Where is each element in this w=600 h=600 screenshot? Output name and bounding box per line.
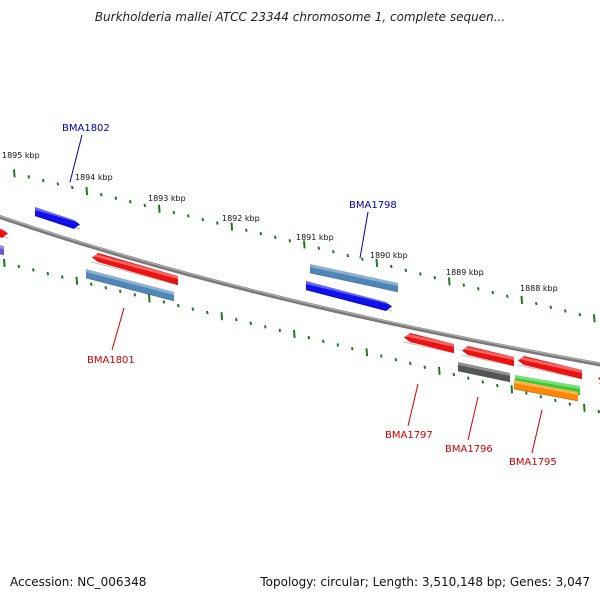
gene-arrow[interactable] <box>91 253 179 286</box>
gene-arrow[interactable] <box>34 207 81 230</box>
gene-label-bma1797[interactable]: BMA1797 <box>385 430 433 441</box>
gene-label-bma1798[interactable]: BMA1798 <box>349 200 397 211</box>
gene-arrow[interactable] <box>0 224 9 239</box>
gene-leader-line <box>467 396 479 441</box>
gene-leader-line <box>111 307 125 351</box>
chromosome-backbone <box>0 214 600 367</box>
tick-label: 1895 kbp <box>2 151 40 160</box>
gene-arrow[interactable] <box>0 243 5 256</box>
gene-label-bma1795[interactable]: BMA1795 <box>509 457 557 468</box>
gene-arrow[interactable] <box>309 264 399 293</box>
gene-leader-line <box>407 383 419 427</box>
gene-arrow[interactable] <box>305 281 393 312</box>
tick-label: 1892 kbp <box>222 214 260 223</box>
map-title: Burkholderia mallei ATCC 23344 chromosom… <box>94 10 506 24</box>
gene-label-bma1796[interactable]: BMA1796 <box>445 444 493 455</box>
gene-leader-line <box>531 409 543 454</box>
gene-arrow[interactable] <box>85 269 175 302</box>
inner-tick-row <box>3 258 600 414</box>
gene-arrow[interactable] <box>513 380 579 402</box>
tick-label: 1890 kbp <box>370 251 408 260</box>
summary-text: Topology: circular; Length: 3,510,148 bp… <box>260 575 590 589</box>
accession-text: Accession: NC_006348 <box>10 575 147 589</box>
gene-label-bma1801[interactable]: BMA1801 <box>87 355 135 366</box>
gene-arrow[interactable] <box>461 346 515 367</box>
gene-leader-line <box>69 134 83 183</box>
gene-leader-line <box>359 211 369 259</box>
gene-label-bma1802[interactable]: BMA1802 <box>62 123 110 134</box>
tick-label: 1889 kbp <box>446 268 484 277</box>
tick-label: 1893 kbp <box>148 194 186 203</box>
tick-label: 1888 kbp <box>520 284 558 293</box>
gene-arrow[interactable] <box>517 356 583 380</box>
outer-tick-row <box>13 169 596 323</box>
gene-arrow[interactable] <box>403 333 455 354</box>
gene-arrow[interactable] <box>457 362 511 383</box>
tick-label: 1894 kbp <box>75 173 113 182</box>
tick-label: 1891 kbp <box>296 233 334 242</box>
